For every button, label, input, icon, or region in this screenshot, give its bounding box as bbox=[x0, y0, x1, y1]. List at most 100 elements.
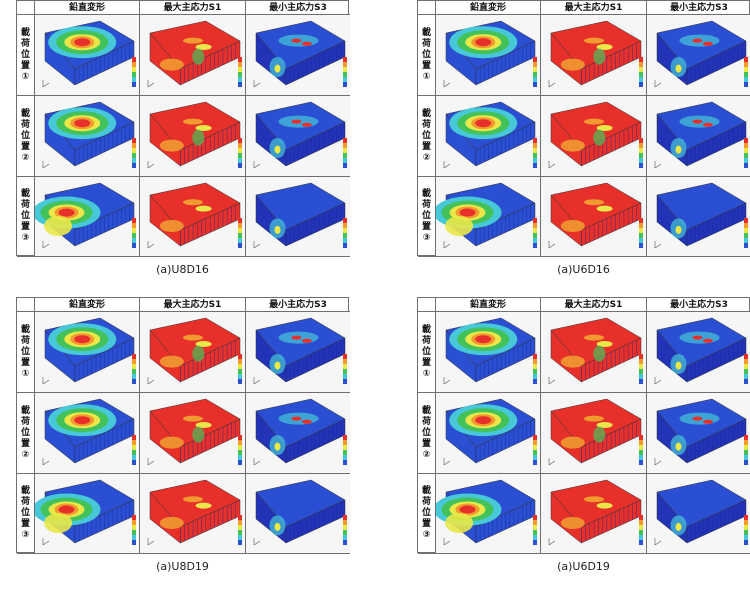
row-label-char: 置 bbox=[20, 519, 30, 529]
contour-cell bbox=[34, 312, 139, 393]
contour-cell bbox=[540, 393, 646, 474]
panel-caption: (a)U8D16 bbox=[156, 263, 209, 276]
contour-cell bbox=[34, 96, 139, 177]
contour-plot bbox=[654, 317, 748, 385]
contour-plot bbox=[654, 20, 748, 88]
row-label-char: 荷 bbox=[421, 200, 431, 210]
result-grid: 鉛直変形 最大主応力S1 最小主応力S3 載荷位置 ① 載荷位置 ② 載荷位置 ③ bbox=[16, 0, 350, 257]
row-label-char: ② bbox=[422, 449, 431, 460]
row-label-char: 置 bbox=[20, 438, 30, 449]
contour-cell bbox=[245, 96, 350, 177]
contour-plot bbox=[42, 20, 136, 88]
row-label-char: 置 bbox=[421, 60, 431, 71]
row-label-char: 位 bbox=[20, 130, 30, 141]
contour-plot bbox=[253, 398, 347, 466]
contour-plot bbox=[436, 479, 537, 546]
contour-cell bbox=[34, 393, 139, 474]
row-label-char: 置 bbox=[421, 438, 431, 449]
row-label-char: ① bbox=[21, 368, 30, 379]
contour-cell bbox=[435, 177, 540, 257]
result-grid: 鉛直変形 最大主応力S1 最小主応力S3 載荷位置 ① 載荷位置 ② 載荷位置 ③ bbox=[417, 297, 750, 554]
row-label-char: 荷 bbox=[20, 200, 30, 210]
contour-cell bbox=[245, 15, 350, 96]
contour-cell bbox=[139, 312, 245, 393]
contour-plot bbox=[42, 398, 136, 466]
contour-cell bbox=[540, 15, 646, 96]
row-label-char: 置 bbox=[20, 222, 30, 232]
contour-cell bbox=[435, 15, 540, 96]
contour-cell bbox=[646, 474, 750, 554]
row-label-char: 荷 bbox=[20, 38, 30, 49]
contour-plot bbox=[443, 20, 537, 88]
row-label-char: ① bbox=[21, 71, 30, 82]
contour-cell bbox=[139, 96, 245, 177]
contour-cell bbox=[34, 177, 139, 257]
row-label-char: ① bbox=[422, 368, 431, 379]
column-header: 最小主応力S3 bbox=[646, 1, 750, 15]
contour-plot bbox=[548, 398, 643, 466]
corner-cell bbox=[418, 298, 435, 312]
column-header: 鉛直変形 bbox=[435, 298, 540, 312]
contour-cell bbox=[435, 393, 540, 474]
panel-caption: (a)U6D16 bbox=[557, 263, 610, 276]
row-label-char: 荷 bbox=[20, 119, 30, 130]
column-header: 最大主応力S1 bbox=[139, 298, 245, 312]
row-label-char: 置 bbox=[421, 357, 431, 368]
row-label-char: 載 bbox=[20, 108, 30, 119]
row-label-char: 荷 bbox=[20, 497, 30, 507]
result-panel: 鉛直変形 最大主応力S1 最小主応力S3 載荷位置 ① 載荷位置 ② 載荷位置 ③ (a)U6D1… bbox=[417, 0, 750, 280]
corner-cell bbox=[418, 1, 435, 15]
row-label-char: ③ bbox=[21, 530, 30, 540]
contour-plot bbox=[147, 101, 242, 169]
contour-plot bbox=[253, 182, 347, 249]
contour-cell bbox=[435, 312, 540, 393]
result-grid: 鉛直変形 最大主応力S1 最小主応力S3 載荷位置 ① 載荷位置 ② 載荷位置 ③ bbox=[16, 297, 350, 554]
contour-cell bbox=[646, 393, 750, 474]
corner-cell bbox=[17, 1, 34, 15]
contour-cell bbox=[139, 474, 245, 554]
row-label-char: 置 bbox=[421, 222, 431, 232]
row-label-char: 載 bbox=[20, 27, 30, 38]
row-label-char: 位 bbox=[421, 130, 431, 141]
row-label-char: ② bbox=[21, 449, 30, 460]
row-label-char: 載 bbox=[20, 324, 30, 335]
contour-plot bbox=[548, 182, 643, 249]
contour-plot bbox=[147, 182, 242, 249]
row-label-char: ③ bbox=[422, 530, 431, 540]
panel-caption: (a)U8D19 bbox=[156, 560, 209, 573]
column-header: 最小主応力S3 bbox=[245, 1, 350, 15]
column-header: 鉛直変形 bbox=[435, 1, 540, 15]
row-label-char: 位 bbox=[20, 427, 30, 438]
column-header: 鉛直変形 bbox=[34, 298, 139, 312]
contour-plot bbox=[443, 398, 537, 466]
row-label-char: 載 bbox=[20, 486, 30, 496]
row-label-char: ② bbox=[21, 152, 30, 163]
row-label-char: ② bbox=[422, 152, 431, 163]
row-label-char: 載 bbox=[20, 189, 30, 199]
row-label-char: 荷 bbox=[421, 416, 431, 427]
row-label-char: 荷 bbox=[20, 416, 30, 427]
contour-plot bbox=[253, 317, 347, 385]
contour-cell bbox=[139, 15, 245, 96]
contour-plot bbox=[253, 479, 347, 546]
row-label-char: 載 bbox=[421, 324, 431, 335]
row-label-char: 荷 bbox=[421, 497, 431, 507]
column-header: 最大主応力S1 bbox=[139, 1, 245, 15]
row-label-char: 荷 bbox=[421, 335, 431, 346]
contour-cell bbox=[245, 393, 350, 474]
row-label-char: ① bbox=[422, 71, 431, 82]
contour-plot bbox=[35, 479, 136, 546]
row-label-char: 載 bbox=[20, 405, 30, 416]
result-grid: 鉛直変形 最大主応力S1 最小主応力S3 載荷位置 ① 載荷位置 ② 載荷位置 ③ bbox=[417, 0, 750, 257]
contour-cell bbox=[646, 15, 750, 96]
contour-plot bbox=[42, 317, 136, 385]
contour-cell bbox=[245, 312, 350, 393]
contour-plot bbox=[443, 101, 537, 169]
